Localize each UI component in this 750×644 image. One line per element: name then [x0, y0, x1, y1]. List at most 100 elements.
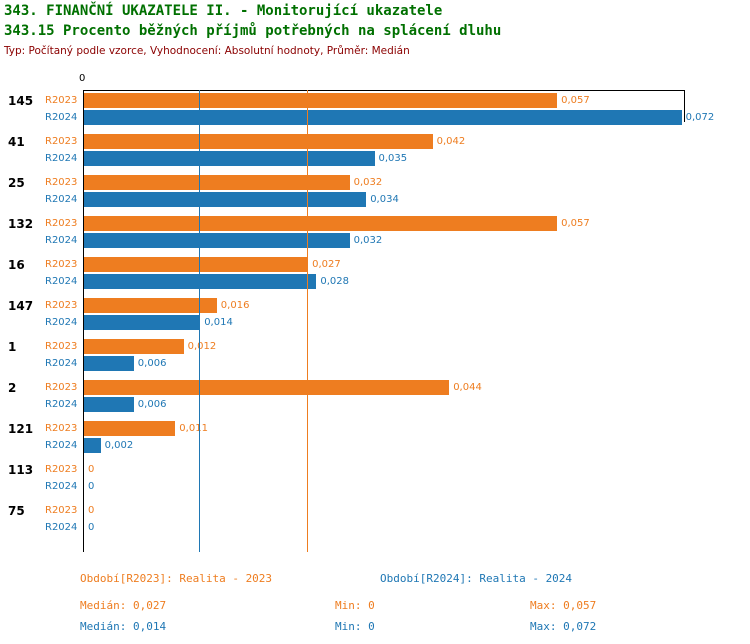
y-axis-line	[83, 90, 84, 552]
bar-line-r2024: R2024 0,002	[0, 438, 750, 453]
bar-line-r2024: R2024 0,072	[0, 110, 750, 125]
category-label: 41	[8, 135, 25, 149]
bar-r2023	[84, 175, 350, 190]
category-label: 1	[8, 340, 17, 354]
series-label-r2023: R2023	[45, 464, 78, 475]
category-row: 121 R2023 0,011 R2024 0,002	[0, 421, 750, 453]
bar-r2023	[84, 421, 176, 436]
value-label: 0,006	[137, 358, 167, 369]
bar-line-r2024: R2024 0	[0, 520, 750, 535]
bar-line-r2023: R2023 0,032	[0, 175, 750, 190]
series-label-r2024: R2024	[45, 153, 78, 164]
value-label: 0,072	[685, 112, 715, 123]
legend-median-2023: Medián: 0,027	[80, 599, 167, 612]
bar-line-r2023: R2023 0	[0, 462, 750, 477]
value-label: 0,035	[378, 153, 408, 164]
series-label-r2024: R2024	[45, 522, 78, 533]
bar-line-r2023: R2023 0,016	[0, 298, 750, 313]
series-label-r2024: R2024	[45, 317, 78, 328]
legend-period-2023: Období[R2023]: Realita - 2023	[80, 572, 273, 585]
value-label: 0	[88, 481, 95, 492]
x-axis-zero-label: 0	[79, 73, 86, 84]
bar-r2024	[84, 315, 201, 330]
category-label: 147	[8, 299, 34, 313]
series-label-r2023: R2023	[45, 259, 78, 270]
bar-line-r2024: R2024 0,032	[0, 233, 750, 248]
series-label-r2024: R2024	[45, 276, 78, 287]
bar-r2024	[84, 233, 350, 248]
bar-r2023	[84, 298, 217, 313]
bar-chart: 145 R2023 0,057 R2024 0,072 41 R2023 0,042 R2024…	[0, 90, 750, 552]
bar-line-r2024: R2024 0,035	[0, 151, 750, 166]
bar-r2024	[84, 438, 101, 453]
bar-line-r2024: R2024 0,034	[0, 192, 750, 207]
bar-line-r2024: R2024 0	[0, 479, 750, 494]
bar-r2024	[84, 151, 375, 166]
series-label-r2023: R2023	[45, 136, 78, 147]
series-label-r2023: R2023	[45, 218, 78, 229]
legend-max-2023: Max: 0,057	[530, 599, 597, 612]
bar-r2024	[84, 110, 682, 125]
value-label: 0,011	[179, 423, 208, 434]
value-label: 0,027	[312, 259, 341, 270]
category-label: 132	[8, 217, 34, 231]
category-row: 145 R2023 0,057 R2024 0,072	[0, 93, 750, 125]
value-label: 0,057	[561, 95, 590, 106]
series-label-r2024: R2024	[45, 399, 78, 410]
series-label-r2023: R2023	[45, 177, 78, 188]
bar-r2023	[84, 134, 433, 149]
indicator-meta: Typ: Počítaný podle vzorce, Vyhodnocení:…	[4, 45, 410, 57]
series-label-r2023: R2023	[45, 382, 78, 393]
category-label: 113	[8, 463, 34, 477]
category-label: 25	[8, 176, 25, 190]
bar-line-r2023: R2023 0,057	[0, 216, 750, 231]
bar-r2024	[84, 397, 134, 412]
median-2023-line	[307, 90, 309, 552]
value-label: 0	[88, 522, 95, 533]
category-row: 113 R2023 0 R2024 0	[0, 462, 750, 494]
bar-line-r2023: R2023 0,042	[0, 134, 750, 149]
category-row: 1 R2023 0,012 R2024 0,006	[0, 339, 750, 371]
value-label: 0,006	[137, 399, 167, 410]
report-title: 343. FINANČNÍ UKAZATELE II. - Monitorují…	[4, 3, 443, 19]
series-label-r2023: R2023	[45, 423, 78, 434]
category-label: 121	[8, 422, 34, 436]
x-axis-max-tick	[684, 90, 685, 122]
bar-line-r2024: R2024 0,006	[0, 397, 750, 412]
bar-r2023	[84, 339, 184, 354]
bar-r2024	[84, 192, 367, 207]
x-axis-line	[83, 90, 685, 91]
category-row: 147 R2023 0,016 R2024 0,014	[0, 298, 750, 330]
value-label: 0,034	[370, 194, 399, 205]
value-label: 0,002	[104, 440, 134, 451]
value-label: 0,042	[436, 136, 466, 147]
category-row: 16 R2023 0,027 R2024 0,028	[0, 257, 750, 289]
legend-median-2024: Medián: 0,014	[80, 620, 167, 633]
value-label: 0	[88, 464, 95, 475]
bar-r2024	[84, 274, 317, 289]
value-label: 0,032	[353, 177, 383, 188]
bar-rows: 145 R2023 0,057 R2024 0,072 41 R2023 0,042 R2024…	[0, 93, 750, 544]
bar-line-r2023: R2023 0,012	[0, 339, 750, 354]
bar-line-r2023: R2023 0,011	[0, 421, 750, 436]
category-label: 2	[8, 381, 17, 395]
category-row: 41 R2023 0,042 R2024 0,035	[0, 134, 750, 166]
category-label: 16	[8, 258, 25, 272]
bar-line-r2023: R2023 0,057	[0, 93, 750, 108]
category-row: 132 R2023 0,057 R2024 0,032	[0, 216, 750, 248]
bar-line-r2024: R2024 0,028	[0, 274, 750, 289]
bar-line-r2023: R2023 0,044	[0, 380, 750, 395]
value-label: 0,012	[187, 341, 217, 352]
legend-period-2024: Období[R2024]: Realita - 2024	[380, 572, 573, 585]
value-label: 0,032	[353, 235, 383, 246]
legend-max-2024: Max: 0,072	[530, 620, 597, 633]
legend-min-2024: Min: 0	[335, 620, 375, 633]
series-label-r2024: R2024	[45, 194, 78, 205]
category-label: 145	[8, 94, 34, 108]
value-label: 0,014	[204, 317, 233, 328]
chart-legend: Období[R2023]: Realita - 2023 Období[R20…	[0, 552, 750, 644]
bar-line-r2023: R2023 0	[0, 503, 750, 518]
bar-line-r2024: R2024 0,014	[0, 315, 750, 330]
series-label-r2024: R2024	[45, 358, 78, 369]
series-label-r2024: R2024	[45, 112, 78, 123]
